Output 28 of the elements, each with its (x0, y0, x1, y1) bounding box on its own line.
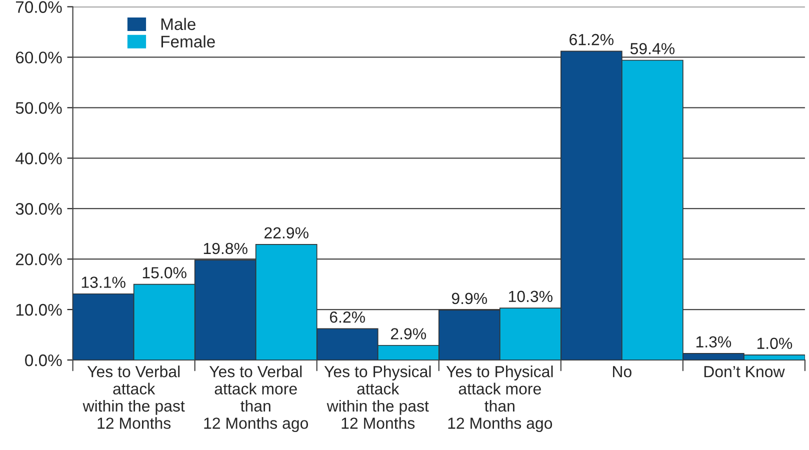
data-label: 13.1% (82, 276, 126, 288)
y-tick-label: 30.0% (16, 203, 62, 215)
data-label: 1.3% (696, 336, 732, 348)
y-tick-label: 70.0% (16, 1, 62, 13)
data-label: 61.2% (570, 34, 614, 46)
legend-label: Female (161, 35, 215, 48)
data-label: 15.0% (142, 267, 186, 278)
y-tick-label: 10.0% (16, 304, 62, 316)
data-label: 1.0% (757, 338, 792, 350)
data-label: 6.2% (330, 311, 365, 323)
y-tick-label: 60.0% (16, 52, 62, 64)
data-label: 22.9% (264, 227, 308, 238)
x-tick-label: No (613, 366, 632, 378)
data-label: 2.9% (390, 328, 426, 340)
y-tick-label: 40.0% (16, 152, 62, 164)
data-label: 59.4% (630, 42, 674, 54)
x-tick-label: Yes to Physical attack more than 12 Months ago (446, 366, 553, 432)
data-label: 10.3% (508, 290, 552, 302)
x-tick-label: Yes to Verbal attack within the past 12 Months (82, 366, 185, 429)
legend-label: Male (161, 18, 196, 30)
x-tick-label: Don’t Know (704, 366, 785, 378)
x-tick-label: Yes to Verbal attack more than 12 Months ago (204, 366, 308, 432)
y-tick-label: 20.0% (16, 253, 62, 266)
data-label: 19.8% (204, 242, 248, 254)
x-tick-label: Yes to Physical attack within the past 12 Months (324, 366, 431, 429)
y-tick-label: 0.0% (25, 354, 62, 366)
data-label: 9.9% (452, 292, 488, 304)
y-tick-label: 50.0% (16, 102, 62, 114)
